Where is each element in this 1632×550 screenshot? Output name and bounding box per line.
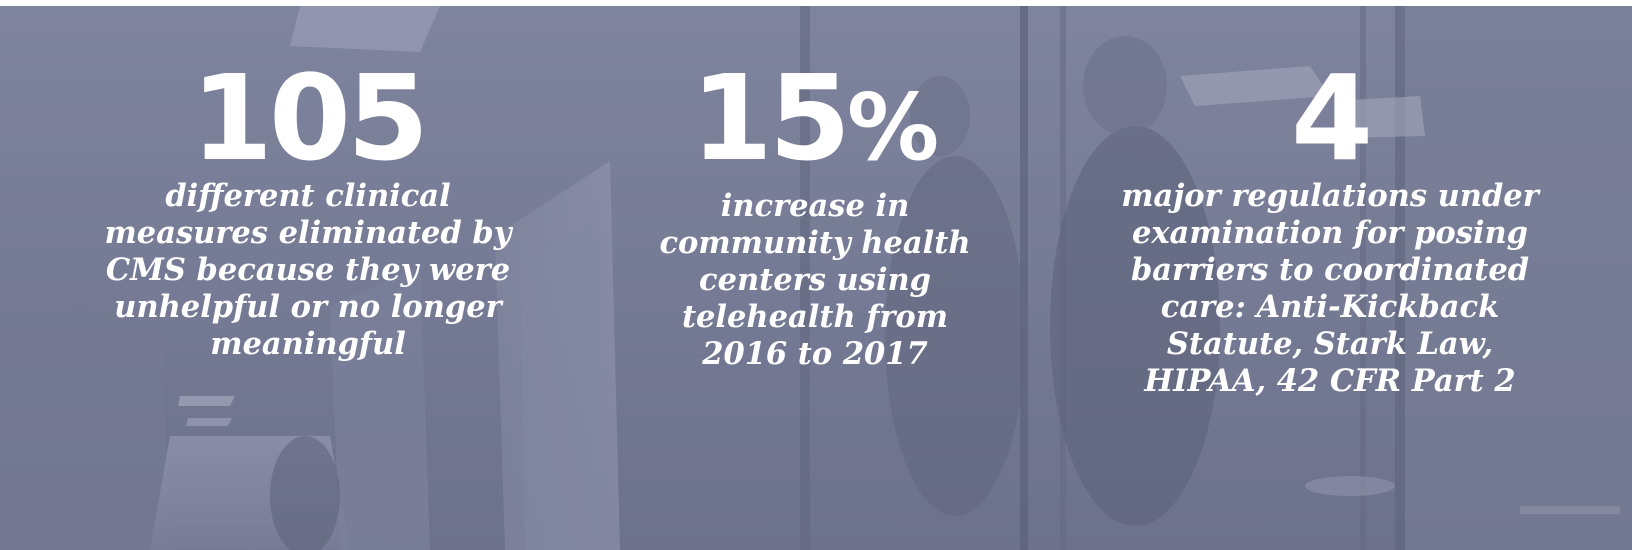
stat-block-clinical-measures: 105 different clinical measures eliminat… xyxy=(88,6,528,363)
stat-value: 4 xyxy=(1290,49,1373,187)
stat-value: 105 xyxy=(190,49,429,187)
stat-description: different clinical measures eliminated b… xyxy=(104,178,512,362)
hospital-corridor-background-image xyxy=(0,6,1632,550)
stats-banner: 105 different clinical measures eliminat… xyxy=(0,6,1632,550)
stat-value: 15 xyxy=(690,49,851,187)
stat-suffix: % xyxy=(847,74,940,181)
stat-description: increase in community health centers usi… xyxy=(659,188,971,372)
stat-block-regulations: 4 major regulations under examination fo… xyxy=(1110,6,1550,400)
stat-number: 105 xyxy=(88,58,528,178)
stat-number: 4 xyxy=(1110,58,1550,178)
stat-block-telehealth: 15% increase in community health centers… xyxy=(645,6,985,373)
stat-description: major regulations under examination for … xyxy=(1121,178,1539,399)
stat-number: 15% xyxy=(645,58,985,188)
